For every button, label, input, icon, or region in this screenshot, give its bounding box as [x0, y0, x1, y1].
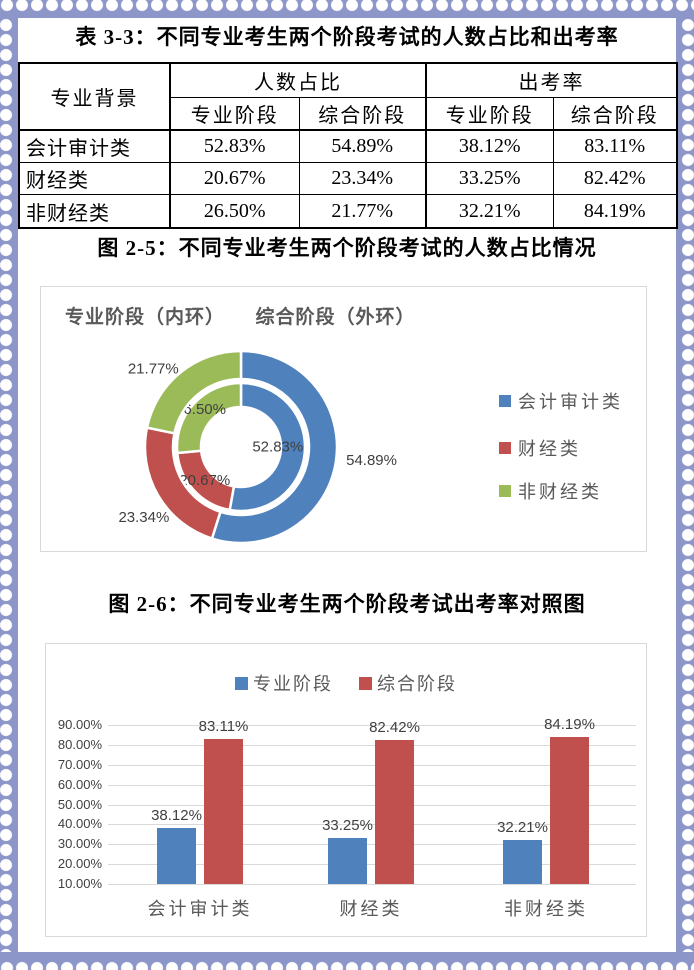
- stamp-border-left: [0, 18, 18, 952]
- header-group-attendance: 出考率: [425, 62, 678, 98]
- cell: 52.83%: [169, 129, 300, 163]
- x-axis-category-label: 会计审计类: [147, 899, 253, 919]
- subheader-cell: 综合阶段: [552, 97, 678, 131]
- legend-item: 专业阶段: [235, 670, 333, 696]
- bar-专业阶段: [157, 828, 196, 884]
- row-label: 会计审计类: [18, 129, 171, 163]
- bar-综合阶段: [550, 736, 589, 884]
- cell: 20.67%: [169, 162, 300, 195]
- y-axis-tick-label: 40.00%: [57, 816, 102, 832]
- legend-swatch-blue: [235, 676, 248, 690]
- y-axis-tick-label: 10.00%: [57, 876, 102, 891]
- figure2-caption: 图 2-6：不同专业考生两个阶段考试出考率对照图: [108, 592, 586, 616]
- cell: 83.11%: [552, 129, 678, 163]
- bar-data-label: 38.12%: [151, 807, 202, 825]
- donut-segment: [210, 349, 339, 545]
- donut-data-label: 20.67%: [179, 472, 230, 489]
- table-title: 表 3-3：不同专业考生两个阶段考试的人数占比和出考率: [75, 25, 619, 49]
- cell: 38.12%: [425, 129, 554, 163]
- cell: 21.77%: [298, 194, 427, 229]
- bar-专业阶段: [503, 839, 542, 884]
- cell: 32.21%: [425, 194, 554, 229]
- header-group-ratio: 人数占比: [169, 62, 427, 98]
- cell: 84.19%: [552, 194, 678, 229]
- subheader-cell: 专业阶段: [425, 97, 554, 131]
- legend-swatch-red: [359, 676, 372, 690]
- stamp-border-right: [676, 18, 694, 952]
- gridline: [108, 784, 636, 786]
- bar-chart-legend: 专业阶段 综合阶段: [46, 670, 646, 696]
- donut-data-label: 52.83%: [252, 439, 303, 456]
- legend-label: 非财经类: [518, 482, 602, 502]
- cell: 82.42%: [552, 162, 678, 195]
- bar-plot-area: 10.00% 20.00% 30.00% 40.00% 50.00% 60.00% 70.0…: [46, 644, 646, 936]
- cell: 23.34%: [298, 162, 427, 195]
- bar-data-label: 32.21%: [497, 818, 548, 836]
- donut-data-label: 23.34%: [118, 509, 169, 526]
- donut-chart-title: 专业阶段（内环） 综合阶段（外环）: [65, 307, 416, 328]
- bar-chart: 专业阶段 综合阶段 10.00% 20.00% 30.00% 40.00% 50.00%…: [45, 643, 647, 937]
- gridline: [108, 725, 636, 726]
- bar-data-label: 82.42%: [369, 719, 420, 737]
- gridline: [108, 804, 636, 806]
- bar-综合阶段: [375, 740, 414, 884]
- x-axis-category-label: 非财经类: [504, 899, 588, 919]
- gridline: [108, 884, 636, 885]
- legend-item: 财经类: [499, 438, 581, 459]
- legend-item: 会计审计类: [499, 391, 623, 412]
- x-axis-category-label: 财经类: [339, 899, 403, 919]
- bar-data-label: 84.19%: [544, 715, 595, 733]
- bar-data-label: 33.25%: [322, 816, 373, 834]
- y-axis-tick-label: 80.00%: [57, 736, 102, 752]
- table-row: 会计审计类 52.83% 54.89% 38.12% 83.11%: [18, 129, 678, 163]
- stats-table: 专业背景 人数占比 出考率 专业阶段 综合阶段 专业阶段 综合阶段 会计审计类 …: [18, 62, 678, 229]
- donut-data-label: 21.77%: [128, 361, 179, 378]
- gridline: [108, 864, 636, 866]
- subheader-cell: 综合阶段: [298, 97, 427, 131]
- y-axis-tick-label: 60.00%: [57, 776, 102, 792]
- table-subheader-row: 专业阶段 综合阶段 专业阶段 综合阶段: [19, 97, 678, 131]
- gridline: [108, 844, 636, 846]
- legend-swatch-blue: [499, 395, 511, 407]
- y-axis-tick-label: 70.00%: [57, 756, 102, 772]
- legend-label: 专业阶段: [253, 674, 333, 694]
- donut-chart: 52.83% 20.67% 26.50% 54.89% 23.34% 21.77% 专业阶…: [40, 286, 647, 552]
- donut-segment: [228, 381, 307, 513]
- gridline: [108, 824, 636, 826]
- y-axis-tick-label: 20.00%: [57, 856, 102, 872]
- donut-rings: 52.83%20.67%26.50%54.89%23.34%21.77%: [118, 349, 397, 545]
- legend-item: 非财经类: [499, 481, 602, 502]
- stamp-border-top: [0, 0, 694, 18]
- cell: 54.89%: [298, 129, 427, 163]
- table-header-row: 专业背景 人数占比 出考率: [18, 62, 678, 131]
- table-row: 财经类 20.67% 23.34% 33.25% 82.42%: [18, 162, 678, 195]
- legend-swatch-red: [499, 442, 511, 454]
- gridline: [108, 764, 636, 766]
- legend-label: 会计审计类: [518, 392, 623, 412]
- row-label: 财经类: [18, 162, 171, 195]
- row-label: 非财经类: [18, 194, 171, 229]
- cell: 33.25%: [425, 162, 554, 195]
- y-axis-tick-label: 90.00%: [57, 717, 102, 732]
- donut-data-label: 54.89%: [346, 452, 397, 469]
- table-row: 非财经类 26.50% 21.77% 32.21% 84.19%: [18, 194, 678, 229]
- cell: 26.50%: [169, 194, 300, 229]
- donut-segment: [175, 381, 243, 455]
- bar-综合阶段: [204, 738, 243, 884]
- legend-label: 综合阶段: [377, 674, 457, 694]
- legend-item: 综合阶段: [359, 670, 457, 696]
- gridline: [108, 744, 636, 746]
- bar-data-label: 83.11%: [198, 717, 249, 735]
- y-axis-tick-label: 50.00%: [57, 796, 102, 812]
- stamp-border-bottom: [0, 952, 694, 970]
- subheader-cell: 专业阶段: [169, 97, 300, 131]
- legend-swatch-green: [499, 485, 511, 497]
- y-axis-tick-label: 30.00%: [57, 836, 102, 852]
- header-cell-background: 专业背景: [18, 62, 171, 131]
- bar-专业阶段: [328, 837, 367, 884]
- legend-label: 财经类: [518, 439, 581, 459]
- donut-segment: [145, 349, 243, 435]
- figure1-caption: 图 2-5：不同专业考生两个阶段考试的人数占比情况: [97, 236, 597, 260]
